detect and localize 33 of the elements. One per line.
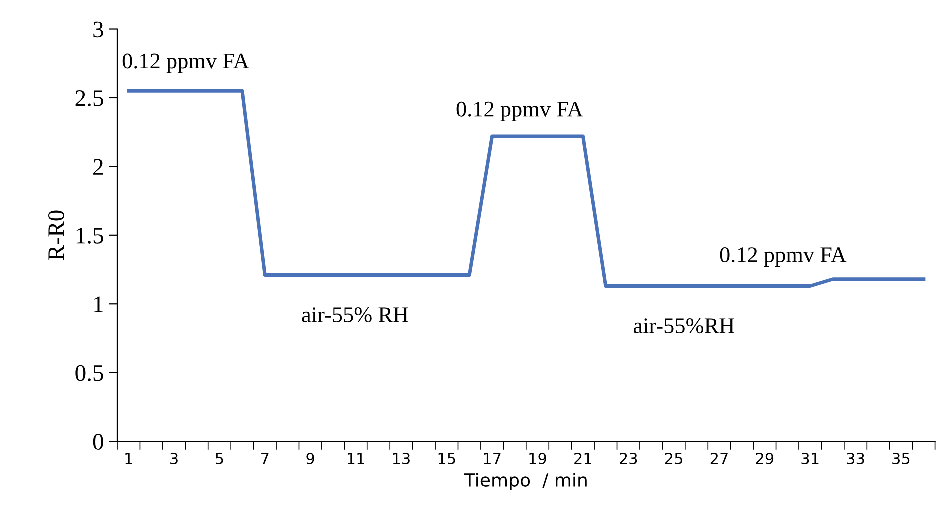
y-tick-label: 3 <box>94 22 104 38</box>
y-tick-label: 2 <box>94 159 104 175</box>
x-tick-label: 27 <box>710 452 728 464</box>
y-tick-label: 0 <box>93 434 104 450</box>
x-axis-title: Tiempo / min <box>464 473 587 490</box>
x-tick-label: 3 <box>170 452 178 464</box>
x-tick-label: 15 <box>438 453 456 464</box>
y-axis-title: R-R0 <box>48 210 64 260</box>
line-series <box>127 89 926 288</box>
x-tick-label: 35 <box>892 452 910 464</box>
x-tick-label: 9 <box>306 452 314 464</box>
x-tick-label: 11 <box>348 453 364 464</box>
y-tick-label: 0.5 <box>76 365 104 382</box>
annotation: 0.12 ppmv FA <box>122 54 250 74</box>
y-tick-label: 2.5 <box>76 90 104 107</box>
y-tick-label: 1 <box>94 296 103 312</box>
x-tick-label: 29 <box>756 452 774 464</box>
x-tick-label: 33 <box>847 452 864 464</box>
x-tick-label: 7 <box>262 453 269 464</box>
annotation: air-55%RH <box>634 318 735 334</box>
x-tick-label: 25 <box>665 452 682 464</box>
x-tick-label: 13 <box>393 452 410 464</box>
x-tick-label: 5 <box>216 453 224 464</box>
y-tick-label: 1.5 <box>76 228 104 244</box>
x-tick-label: 1 <box>126 453 132 464</box>
x-tick-label: 23 <box>620 452 638 464</box>
x-tick-label: 21 <box>574 452 592 464</box>
x-tick-label: 17 <box>484 453 501 464</box>
annotation: 0.12 ppmv FA <box>456 102 584 122</box>
annotation: air-55% RH <box>302 308 408 323</box>
x-tick-label: 19 <box>530 452 546 464</box>
annotation: 0.12 ppmv FA <box>720 248 847 268</box>
x-tick-label: 31 <box>802 452 819 464</box>
